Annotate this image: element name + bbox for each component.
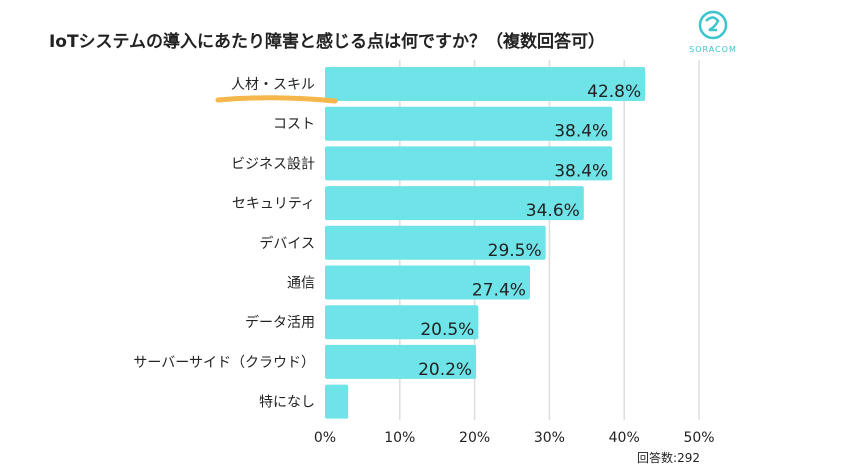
category-label: データ活用 xyxy=(245,314,315,331)
x-tick-label: 40% xyxy=(609,430,640,446)
highlight-underline xyxy=(215,95,338,104)
response-count: 回答数:292 xyxy=(637,450,700,465)
bar xyxy=(325,305,479,340)
value-label: 20.5% xyxy=(420,320,474,340)
category-label: ビジネス設計 xyxy=(231,156,315,172)
category-label: 特になし xyxy=(259,395,315,411)
bar xyxy=(325,265,530,300)
x-tick-label: 10% xyxy=(384,430,415,446)
x-tick-label: 20% xyxy=(459,430,490,446)
x-tick-label: 50% xyxy=(683,430,714,446)
x-tick-label: 30% xyxy=(534,430,565,446)
value-label: 27.4% xyxy=(472,281,526,301)
value-label: 29.5% xyxy=(488,241,542,261)
chart-title: IoTシステムの導入にあたり障害と感じる点は何ですか？（複数回答可） xyxy=(49,31,605,52)
bar xyxy=(325,384,349,419)
x-tick-label: 0% xyxy=(314,430,336,446)
bar xyxy=(325,146,613,181)
category-label: 通信 xyxy=(287,276,315,292)
bar xyxy=(325,106,613,141)
category-label: デバイス xyxy=(259,235,315,252)
bar xyxy=(325,344,477,379)
category-label: セキュリティ xyxy=(232,196,315,212)
value-label: 38.4% xyxy=(554,122,608,142)
category-label: コスト xyxy=(273,117,315,133)
value-label: 42.8% xyxy=(587,82,641,102)
soracom-logo: SORACOM xyxy=(689,10,737,54)
bar xyxy=(325,225,546,260)
category-label: 人材・スキル xyxy=(231,77,315,93)
category-label: サーバーサイド（クラウド） xyxy=(133,355,315,371)
value-label: 20.2% xyxy=(418,360,472,380)
value-label: 34.6% xyxy=(526,201,580,221)
bar xyxy=(325,186,584,221)
bar xyxy=(325,67,646,101)
value-label: 38.4% xyxy=(554,161,608,181)
logo-text: SORACOM xyxy=(689,45,737,54)
